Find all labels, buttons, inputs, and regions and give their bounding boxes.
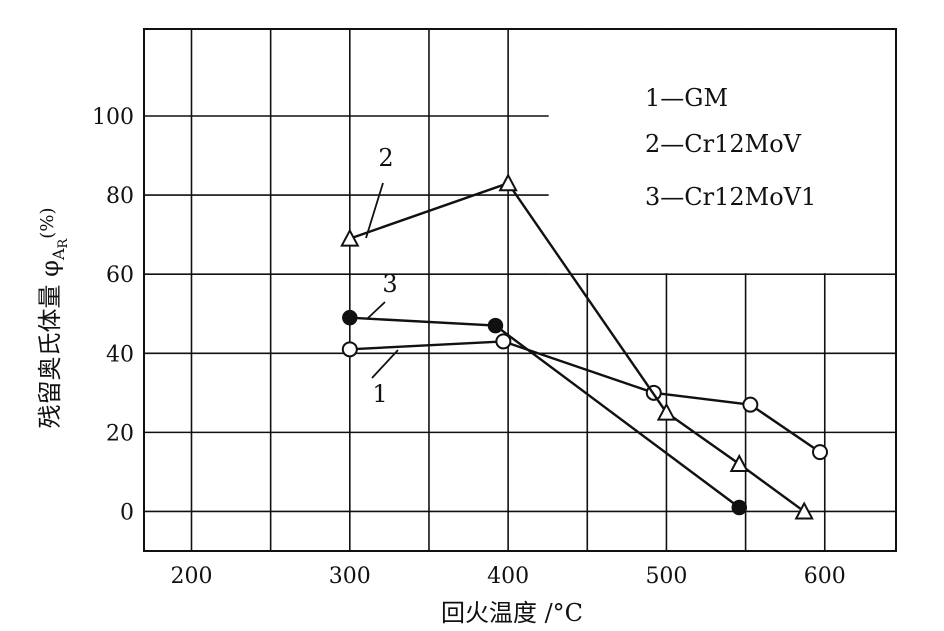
x-tick-label-600: 600 xyxy=(804,564,846,589)
y-tick-label-80: 80 xyxy=(106,184,134,209)
curve-label-1: 1 xyxy=(372,380,387,408)
series-group xyxy=(340,173,829,520)
legend-entry-2: 2—Cr12MoV xyxy=(645,130,802,158)
curve-labels: 2 3 1 xyxy=(365,144,399,408)
data-point-s2-3 xyxy=(729,453,749,472)
y-axis-title-sub: A xyxy=(49,248,68,261)
data-point-s2-1 xyxy=(498,173,518,192)
y-axis-title-subsub: R xyxy=(56,237,71,248)
data-point-s2-0 xyxy=(340,228,360,247)
x-tick-label-400: 400 xyxy=(487,564,529,589)
data-point-s3-0 xyxy=(342,309,358,326)
plot-frame xyxy=(143,28,897,552)
y-tick-label-60: 60 xyxy=(106,263,134,288)
x-tick-label-500: 500 xyxy=(645,564,687,589)
y-axis-title-unit: (%) xyxy=(37,208,58,239)
legend-background xyxy=(548,30,895,274)
curve-label-leader-2 xyxy=(365,182,384,239)
curve-label-leader-1 xyxy=(371,349,399,379)
svg-text:残留奥氏体量 φAR(%): 残留奥氏体量 φAR(%) xyxy=(36,208,71,429)
curve-label-2: 2 xyxy=(378,144,393,172)
y-axis-title-main: 残留奥氏体量 φ xyxy=(36,260,64,428)
data-point-s1-1 xyxy=(495,333,512,350)
data-point-s1-0 xyxy=(341,341,358,358)
y-tick-label-40: 40 xyxy=(106,342,134,367)
data-point-s3-2 xyxy=(731,499,748,516)
curve-label-3: 3 xyxy=(382,270,397,298)
data-point-s3-1 xyxy=(487,317,504,334)
legend: 1—GM 2—Cr12MoV 3—Cr12MoV1 xyxy=(645,84,816,211)
data-point-s1-3 xyxy=(742,396,759,413)
y-tick-label-20: 20 xyxy=(106,421,134,446)
y-tick-label-0: 0 xyxy=(120,500,134,525)
legend-entry-3: 3—Cr12MoV1 xyxy=(645,183,816,211)
grid xyxy=(143,28,897,552)
data-point-s1-4 xyxy=(812,444,829,461)
y-axis-title: 残留奥氏体量 φAR(%) xyxy=(36,208,71,429)
y-tick-label-100: 100 xyxy=(92,105,134,130)
legend-box xyxy=(548,30,895,274)
data-point-s2-4 xyxy=(794,501,814,520)
x-tick-label-300: 300 xyxy=(329,564,371,589)
tick-labels: 200 300 400 500 600 0 20 40 60 80 100 xyxy=(92,105,846,589)
x-axis-title: 回火温度 /°C xyxy=(441,599,583,627)
curve-label-leader-3 xyxy=(367,301,386,319)
x-tick-label-200: 200 xyxy=(170,564,212,589)
legend-entry-1: 1—GM xyxy=(645,84,728,112)
data-point-s2-2 xyxy=(656,402,677,421)
